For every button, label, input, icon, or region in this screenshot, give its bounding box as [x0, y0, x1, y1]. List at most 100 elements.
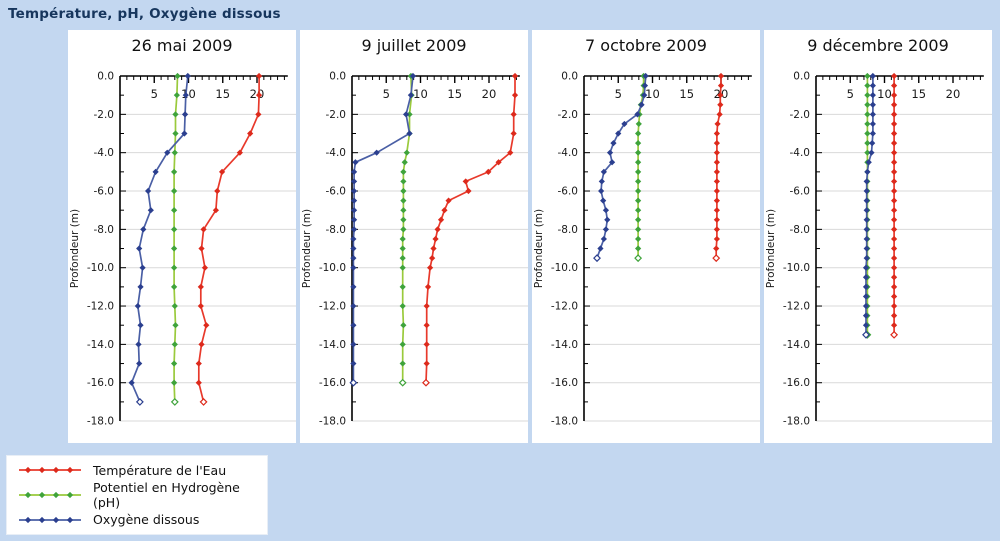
y-tick-labels: 0.0 -2.0 -4.0 -6.0 -8.0 -10.0 -12.0 -14.0 -16.0 -… — [783, 71, 810, 428]
x-tick-labels: 5 10 15 20 — [847, 87, 961, 101]
svg-text:-8.0: -8.0 — [790, 224, 811, 236]
y-tick-labels: 0.0 -2.0 -4.0 -6.0 -8.0 -10.0 -12.0 -14.0 -16.0 -… — [319, 71, 346, 428]
legend-label: Température de l'Eau — [93, 462, 227, 478]
svg-text:5: 5 — [847, 87, 854, 101]
svg-text:-18.0: -18.0 — [87, 416, 114, 428]
svg-text:-16.0: -16.0 — [551, 377, 578, 389]
temperature-series — [712, 72, 725, 263]
svg-text:-14.0: -14.0 — [87, 339, 114, 351]
svg-text:-12.0: -12.0 — [87, 301, 114, 313]
svg-text:5: 5 — [383, 87, 390, 101]
temperature-series — [195, 72, 263, 406]
charts-row: 26 mai 2009 5 10 15 20 0.0 -2.0 -4.0 -6.0 -8.0 -1… — [68, 30, 996, 443]
svg-text:-4.0: -4.0 — [326, 147, 347, 159]
chart-panel-9-decembre: 9 décembre 2009 5 10 15 20 0.0 -2.0 -4.0 -6.0 -8… — [764, 30, 992, 443]
svg-text:-8.0: -8.0 — [94, 224, 115, 236]
gridlines — [816, 113, 992, 422]
svg-text:-2.0: -2.0 — [790, 109, 811, 121]
svg-text:-8.0: -8.0 — [558, 224, 579, 236]
svg-text:-8.0: -8.0 — [326, 224, 347, 236]
svg-text:-10.0: -10.0 — [87, 262, 114, 274]
svg-text:-4.0: -4.0 — [558, 147, 579, 159]
svg-text:0.0: 0.0 — [329, 71, 346, 83]
axes — [815, 75, 984, 422]
oxygen-series — [128, 72, 191, 406]
svg-text:-10.0: -10.0 — [783, 262, 810, 274]
svg-text:0.0: 0.0 — [97, 71, 114, 83]
svg-text:-2.0: -2.0 — [558, 109, 579, 121]
chart-panel-7-octobre: 7 octobre 2009 51015200.0-2.0-4.0-6.0-8.… — [532, 30, 760, 443]
svg-text:10: 10 — [877, 87, 892, 101]
oxygen-line-icon — [19, 516, 81, 523]
legend-item-oxygen: Oxygène dissous — [7, 508, 267, 532]
svg-text:-12.0: -12.0 — [783, 301, 810, 313]
y-tick-labels: 0.0 -2.0 -4.0 -6.0 -8.0 -10.0 -12.0 -14.0 -16.0 -… — [551, 71, 578, 428]
svg-text:-16.0: -16.0 — [87, 377, 114, 389]
svg-text:-6.0: -6.0 — [558, 186, 579, 198]
svg-text:5: 5 — [151, 87, 158, 101]
chart-svg-26-mai: 5 10 15 20 0.0 -2.0 -4.0 -6.0 -8.0 -10.0 -12.0 -14.… — [69, 71, 296, 428]
chart-svg-7-octobre: 51015200.0-2.0-4.0-6.0-8.0-10.0-12.0-14.… — [533, 71, 760, 428]
chart-svg-9-decembre: 5 10 15 20 0.0 -2.0 -4.0 -6.0 -8.0 -10.0 -12.0 -14.… — [765, 71, 992, 428]
y-axis-title: Profondeur (m) — [301, 209, 313, 288]
x-tick-labels: 5 10 15 20 — [383, 87, 497, 101]
x-tick-labels: 5 10 15 20 — [151, 87, 265, 101]
svg-text:0.0: 0.0 — [793, 71, 810, 83]
svg-text:0.0: 0.0 — [561, 71, 578, 83]
svg-text:-6.0: -6.0 — [94, 186, 115, 198]
svg-text:-16.0: -16.0 — [783, 377, 810, 389]
ph-series — [634, 72, 647, 263]
y-axis-title: Profondeur (m) — [533, 209, 545, 288]
svg-text:10: 10 — [181, 87, 196, 101]
svg-text:-2.0: -2.0 — [94, 109, 115, 121]
svg-text:20: 20 — [482, 87, 497, 101]
svg-text:-14.0: -14.0 — [551, 339, 578, 351]
temperature-series — [890, 72, 899, 339]
temperature-line-icon — [19, 467, 81, 474]
legend-label: Oxygène dissous — [93, 512, 200, 528]
svg-text:5: 5 — [615, 87, 622, 101]
chart-title: 9 juillet 2009 — [361, 36, 467, 55]
y-axis-title: Profondeur (m) — [765, 209, 777, 288]
svg-text:-14.0: -14.0 — [319, 339, 346, 351]
svg-text:-18.0: -18.0 — [551, 416, 578, 428]
chart-title: 26 mai 2009 — [131, 36, 233, 55]
page-title: Température, pH, Oxygène dissous — [8, 6, 281, 22]
svg-text:-4.0: -4.0 — [790, 147, 811, 159]
svg-text:20: 20 — [946, 87, 961, 101]
legend: Température de l'Eau Potentiel en Hydrog… — [6, 455, 268, 535]
svg-text:-16.0: -16.0 — [319, 377, 346, 389]
chart-title: 9 décembre 2009 — [807, 36, 949, 55]
y-axis-title: Profondeur (m) — [69, 209, 81, 288]
svg-text:10: 10 — [413, 87, 428, 101]
oxygen-series — [862, 72, 876, 339]
chart-svg-9-juillet: 5 10 15 20 0.0 -2.0 -4.0 -6.0 -8.0 -10.0 -12.0 -14.… — [301, 71, 528, 428]
svg-text:-18.0: -18.0 — [319, 416, 346, 428]
svg-text:15: 15 — [911, 87, 926, 101]
svg-text:-4.0: -4.0 — [94, 147, 115, 159]
svg-text:10: 10 — [645, 87, 660, 101]
legend-item-ph: Potentiel en Hydrogène (pH) — [7, 479, 267, 510]
ph-series — [170, 72, 181, 406]
oxygen-series — [593, 72, 649, 263]
svg-text:-6.0: -6.0 — [326, 186, 347, 198]
legend-label: Potentiel en Hydrogène (pH) — [93, 479, 240, 510]
legend-item-temperature: Température de l'Eau — [7, 458, 267, 482]
svg-text:-10.0: -10.0 — [319, 262, 346, 274]
svg-text:15: 15 — [679, 87, 694, 101]
chart-title: 7 octobre 2009 — [585, 36, 707, 55]
svg-text:20: 20 — [250, 87, 265, 101]
svg-text:15: 15 — [215, 87, 230, 101]
svg-text:-2.0: -2.0 — [326, 109, 347, 121]
svg-text:15: 15 — [447, 87, 462, 101]
chart-panel-26-mai: 26 mai 2009 5 10 15 20 0.0 -2.0 -4.0 -6.0 -8.0 -1… — [68, 30, 296, 443]
svg-text:-10.0: -10.0 — [551, 262, 578, 274]
svg-text:-12.0: -12.0 — [551, 301, 578, 313]
gridlines — [584, 113, 760, 422]
svg-text:-18.0: -18.0 — [783, 416, 810, 428]
svg-text:-14.0: -14.0 — [783, 339, 810, 351]
chart-panel-9-juillet: 9 juillet 2009 5 10 15 20 0.0 -2.0 -4.0 -6.0 -8.… — [300, 30, 528, 443]
svg-text:-6.0: -6.0 — [790, 186, 811, 198]
ph-line-icon — [19, 491, 81, 499]
